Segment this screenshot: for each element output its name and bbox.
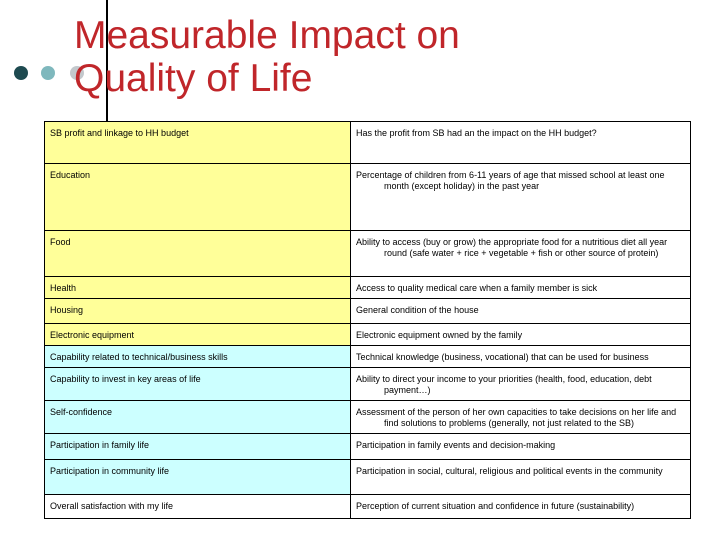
table-row: SB profit and linkage to HH budget Has t… — [44, 121, 691, 164]
indicator-text: Participation in social, cultural, relig… — [356, 466, 663, 476]
dimension-cell: Health — [44, 276, 351, 299]
dimension-cell: Education — [44, 163, 351, 231]
slide-title-line-2: Quality of Life — [74, 57, 313, 100]
bullet-dot-dark — [14, 66, 28, 80]
indicator-text: Access to quality medical care when a fa… — [356, 283, 598, 293]
table-row: Education Percentage of children from 6-… — [44, 163, 691, 231]
indicator-cell: Percentage of children from 6-11 years o… — [350, 163, 691, 231]
indicator-cell: Ability to direct your income to your pr… — [350, 367, 691, 401]
table-row: Participation in family life Participati… — [44, 433, 691, 460]
indicator-text: Participation in family events and decis… — [356, 440, 556, 450]
dimension-cell: Overall satisfaction with my life — [44, 494, 351, 519]
dimension-cell: Capability to invest in key areas of lif… — [44, 367, 351, 401]
dimension-cell: Participation in family life — [44, 433, 351, 460]
indicator-cell: Technical knowledge (business, vocationa… — [350, 345, 691, 368]
dimension-cell: Electronic equipment — [44, 323, 351, 346]
dimension-cell: Capability related to technical/business… — [44, 345, 351, 368]
indicator-cell: Ability to access (buy or grow) the appr… — [350, 230, 691, 277]
indicator-text: General condition of the house — [356, 305, 479, 315]
impact-indicator-table: SB profit and linkage to HH budget Has t… — [44, 121, 691, 519]
indicator-text: Electronic equipment owned by the family — [356, 330, 523, 340]
slide-title: Measurable Impact on Quality of Life — [74, 14, 460, 100]
dimension-cell: Housing — [44, 298, 351, 324]
dimension-cell: Food — [44, 230, 351, 277]
indicator-cell: Electronic equipment owned by the family — [350, 323, 691, 346]
indicator-text: Technical knowledge (business, vocationa… — [356, 352, 649, 362]
indicator-cell: Has the profit from SB had an the impact… — [350, 121, 691, 164]
table-row: Self-confidence Assessment of the person… — [44, 400, 691, 434]
indicator-text: Percentage of children from 6-11 years o… — [356, 170, 665, 191]
table-row: Capability related to technical/business… — [44, 345, 691, 368]
table-row: Capability to invest in key areas of lif… — [44, 367, 691, 401]
indicator-cell: Participation in family events and decis… — [350, 433, 691, 460]
dimension-cell: Self-confidence — [44, 400, 351, 434]
dimension-cell: Participation in community life — [44, 459, 351, 495]
table-row: Participation in community life Particip… — [44, 459, 691, 495]
indicator-cell: Assessment of the person of her own capa… — [350, 400, 691, 434]
bullet-dot-mid — [41, 66, 55, 80]
indicator-cell: Access to quality medical care when a fa… — [350, 276, 691, 299]
table-row: Health Access to quality medical care wh… — [44, 276, 691, 299]
table-row: Housing General condition of the house — [44, 298, 691, 324]
indicator-text: Has the profit from SB had an the impact… — [356, 128, 597, 138]
indicator-cell: Participation in social, cultural, relig… — [350, 459, 691, 495]
indicator-cell: Perception of current situation and conf… — [350, 494, 691, 519]
table-row: Overall satisfaction with my life Percep… — [44, 494, 691, 519]
indicator-cell: General condition of the house — [350, 298, 691, 324]
indicator-text: Ability to access (buy or grow) the appr… — [356, 237, 668, 258]
title-divider-line — [106, 0, 108, 126]
dimension-cell: SB profit and linkage to HH budget — [44, 121, 351, 164]
indicator-text: Perception of current situation and conf… — [356, 501, 635, 511]
indicator-text: Ability to direct your income to your pr… — [356, 374, 652, 395]
slide-title-line-1: Measurable Impact on — [74, 14, 460, 57]
bullet-dot-light — [70, 66, 84, 80]
table-row: Food Ability to access (buy or grow) the… — [44, 230, 691, 277]
indicator-text: Assessment of the person of her own capa… — [356, 407, 677, 428]
table-row: Electronic equipment Electronic equipmen… — [44, 323, 691, 346]
